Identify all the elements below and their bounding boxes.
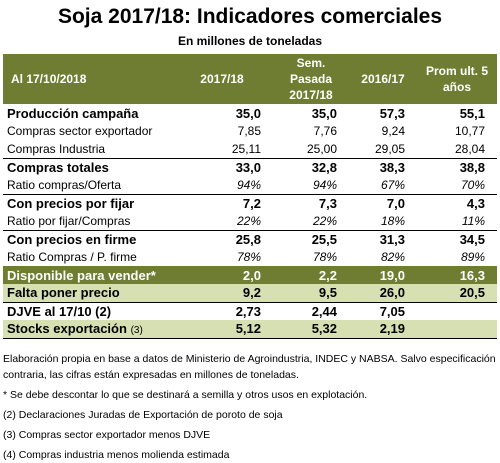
row-label: Ratio compras/Oferta: [7, 177, 122, 192]
row-label: Con precios por fijar: [3, 193, 171, 212]
table-row: Producción campaña 35,0 35,0 57,3 55,1: [3, 104, 497, 122]
cell-value: 38,3: [349, 157, 417, 176]
cell-value: 34,5: [417, 229, 497, 248]
footnote-4: (4) Compras industria menos molienda est…: [3, 449, 230, 461]
cell-value: 28,04: [454, 141, 485, 156]
cell-value: 22%: [312, 213, 337, 228]
header-col-prom: Prom ult. 5 años: [417, 54, 497, 104]
row-label-note: (3): [130, 325, 143, 337]
cell-value: [417, 301, 497, 320]
footnote-source: Elaboración propia en base a datos de Mi…: [3, 353, 496, 381]
row-label: Producción campaña: [7, 105, 139, 121]
cell-value: 38,8: [417, 157, 497, 176]
page-subtitle: En millones de toneladas: [177, 34, 323, 48]
cell-value: [417, 320, 497, 339]
row-label-text: Stocks exportación: [7, 321, 127, 337]
row-label: Falta poner precio: [3, 284, 171, 302]
cell-value: 19,0: [349, 266, 417, 284]
row-label: Compras Industria: [7, 141, 106, 156]
row-label: DJVE al 17/10 (2): [3, 301, 171, 320]
cell-value: 35,0: [235, 105, 261, 121]
cell-value: 67%: [380, 177, 405, 192]
cell-value: 7,0: [349, 193, 417, 212]
cell-value: 25,8: [171, 229, 273, 248]
cell-value: 20,5: [417, 284, 497, 302]
table-row: Disponible para vender* 2,0 2,2 19,0 16,…: [3, 266, 497, 284]
cell-value: 16,3: [417, 266, 497, 284]
cell-value: 25,00: [306, 141, 337, 156]
table-header: Al 17/10/2018 2017/18 Sem. Pasada 2017/1…: [3, 54, 497, 104]
cell-value: 2,0: [171, 266, 273, 284]
footnote-2: (2) Declaraciones Juradas de Exportación…: [3, 409, 283, 421]
indicators-table: Al 17/10/2018 2017/18 Sem. Pasada 2017/1…: [3, 54, 497, 339]
cell-value: 25,5: [273, 229, 349, 248]
cell-value: 18%: [380, 213, 405, 228]
row-label: Stocks exportación (3): [3, 320, 171, 339]
cell-value: 78%: [312, 250, 337, 264]
cell-value: 70%: [460, 177, 485, 192]
cell-value: 11%: [461, 213, 485, 228]
cell-value: 31,3: [349, 229, 417, 248]
cell-value: 32,8: [273, 157, 349, 176]
page-title: Soja 2017/18: Indicadores comerciales: [57, 5, 443, 28]
cell-value: 55,1: [459, 105, 485, 121]
cell-value: 94%: [312, 177, 337, 192]
cell-value: 7,05: [349, 301, 417, 320]
cell-value: 2,73: [171, 301, 273, 320]
table-row: Con precios en firme 25,8 25,5 31,3 34,5: [3, 229, 497, 248]
cell-value: 25,11: [231, 141, 261, 156]
table-row: Con precios por fijar 7,2 7,3 7,0 4,3: [3, 193, 497, 212]
cell-value: 89%: [460, 250, 485, 264]
cell-value: 78%: [236, 250, 261, 264]
cell-value: 7,76: [313, 124, 337, 138]
cell-value: 33,0: [171, 157, 273, 176]
cell-value: 7,2: [171, 193, 273, 212]
table-row: DJVE al 17/10 (2) 2,73 2,44 7,05: [3, 301, 497, 320]
row-label: Compras sector exportador: [7, 124, 153, 138]
cell-value: 29,05: [374, 141, 405, 156]
header-col-2016-17: 2016/17: [349, 54, 417, 104]
cell-value: 10,77: [454, 124, 485, 138]
row-label: Disponible para vender*: [3, 266, 171, 284]
footnote-asterisk: * Se debe descontar lo que se destinará …: [3, 389, 368, 401]
row-label: Ratio por fijar/Compras: [7, 213, 131, 228]
cell-value: 94%: [236, 177, 261, 192]
cell-value: 7,85: [237, 124, 261, 138]
footnotes: Elaboración propia en base a datos de Mi…: [3, 351, 497, 463]
row-label: Compras totales: [3, 157, 171, 176]
cell-value: 2,19: [349, 320, 417, 339]
cell-value: 7,3: [273, 193, 349, 212]
table-row: Stocks exportación (3) 5,12 5,32 2,19: [3, 320, 497, 339]
cell-value: 26,0: [349, 284, 417, 302]
cell-value: 2,2: [273, 266, 349, 284]
table-row: Falta poner precio 9,2 9,5 26,0 20,5: [3, 284, 497, 302]
row-label: Ratio Compras / P. firme: [7, 250, 137, 264]
table-row: Compras sector exportador 7,85 7,76 9,24…: [3, 122, 497, 140]
table-row: Ratio por fijar/Compras 22% 22% 18% 11%: [3, 212, 497, 230]
table-row: Ratio compras/Oferta 94% 94% 67% 70%: [3, 176, 497, 194]
cell-value: 9,2: [171, 284, 273, 302]
cell-value: 5,32: [273, 320, 349, 339]
cell-value: 9,24: [381, 124, 405, 138]
cell-value: 9,5: [273, 284, 349, 302]
table-row: Ratio Compras / P. firme 78% 78% 82% 89%: [3, 248, 497, 266]
cell-value: 4,3: [417, 193, 497, 212]
cell-value: 2,44: [273, 301, 349, 320]
table-row: Compras totales 33,0 32,8 38,3 38,8: [3, 157, 497, 176]
cell-value: 82%: [380, 250, 405, 264]
cell-value: 5,12: [171, 320, 273, 339]
footnote-3: (3) Compras sector exportador menos DJVE: [3, 429, 211, 441]
row-label: Con precios en firme: [3, 229, 171, 248]
header-date: Al 17/10/2018: [3, 54, 171, 104]
table-row: Compras Industria 25,11 25,00 29,05 28,0…: [3, 140, 497, 158]
cell-value: 22%: [236, 213, 261, 228]
cell-value: 35,0: [311, 105, 337, 121]
header-col-sem-pasada: Sem. Pasada 2017/18: [273, 54, 349, 104]
header-col-2017-18: 2017/18: [171, 54, 273, 104]
cell-value: 57,3: [379, 105, 405, 121]
